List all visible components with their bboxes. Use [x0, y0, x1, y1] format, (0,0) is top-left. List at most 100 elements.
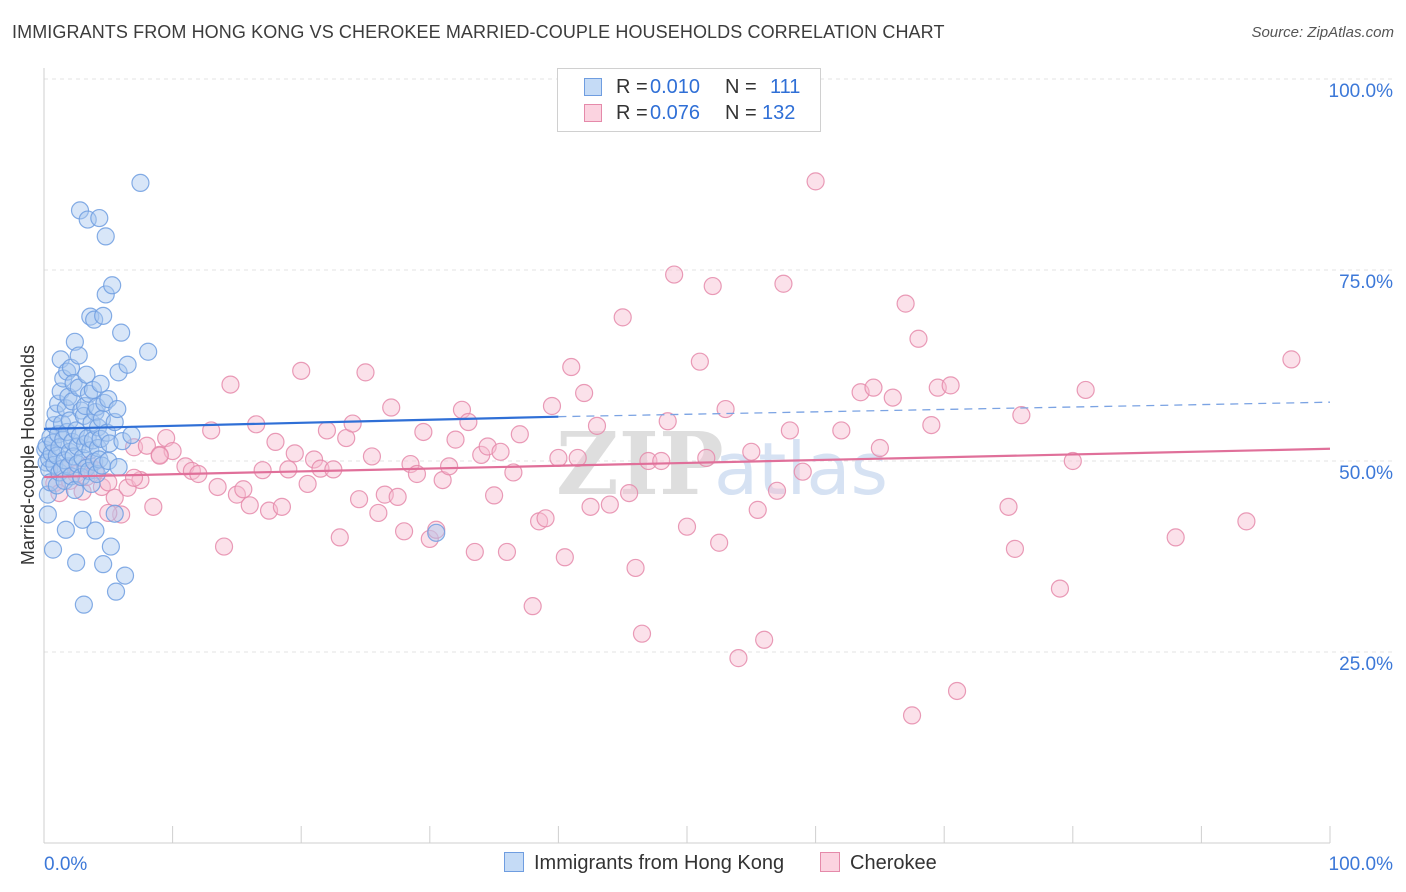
data-point — [105, 488, 124, 507]
data-point — [748, 500, 767, 519]
data-point — [690, 352, 709, 371]
data-point — [1012, 406, 1031, 425]
data-point — [999, 497, 1018, 516]
data-point — [941, 376, 960, 395]
data-point — [101, 537, 120, 556]
pink-swatch-icon — [820, 852, 840, 872]
data-point — [542, 396, 562, 416]
data-point — [103, 276, 122, 295]
legend-row-cherokee: R = 0.076 N = 132 — [558, 101, 820, 127]
data-point — [465, 542, 484, 562]
y-tick-label: 100.0% — [1329, 81, 1394, 102]
data-point — [349, 490, 369, 509]
data-point — [632, 624, 652, 643]
data-point — [131, 173, 150, 193]
trendline-hong-kong-extension — [558, 401, 1331, 418]
data-point — [272, 497, 292, 516]
data-point — [947, 681, 967, 701]
data-point — [65, 332, 84, 351]
data-point — [922, 415, 941, 435]
data-point — [324, 460, 343, 479]
data-point — [106, 582, 126, 601]
data-point — [99, 451, 118, 471]
data-point — [883, 388, 902, 407]
data-point — [1063, 451, 1082, 471]
r-label: R = — [616, 76, 648, 98]
data-point — [780, 421, 799, 440]
data-point — [1166, 528, 1185, 547]
data-point — [124, 468, 144, 487]
data-point — [317, 421, 337, 440]
data-point — [67, 553, 86, 572]
blue-swatch-icon — [584, 78, 602, 96]
source-label: Source: ZipAtlas.com — [1251, 24, 1394, 41]
data-point — [909, 329, 928, 348]
data-point — [716, 399, 735, 419]
data-point — [742, 442, 761, 461]
data-point — [99, 390, 118, 409]
data-point — [343, 414, 362, 433]
data-point — [697, 448, 716, 468]
data-point — [38, 505, 57, 524]
data-point — [394, 522, 414, 541]
data-point — [311, 459, 330, 478]
data-point — [144, 497, 163, 516]
y-tick-label: 75.0% — [1339, 272, 1393, 293]
y-tick-label: 50.0% — [1339, 463, 1393, 484]
legend-label: Cherokee — [850, 852, 937, 874]
data-point — [1050, 579, 1070, 598]
data-point — [369, 503, 388, 523]
data-point — [78, 210, 97, 229]
data-point — [896, 294, 915, 313]
data-point — [806, 172, 825, 191]
data-point — [439, 457, 459, 476]
data-point — [832, 421, 851, 440]
data-point — [549, 448, 568, 468]
data-point — [96, 227, 115, 246]
data-point — [122, 425, 141, 445]
data-point — [253, 461, 272, 480]
data-point — [43, 540, 63, 559]
y-axis-label: Married-couple Households — [18, 345, 38, 565]
data-point — [755, 630, 774, 649]
data-point — [115, 566, 135, 585]
data-point — [137, 436, 156, 455]
data-point — [485, 486, 504, 505]
data-point — [504, 463, 523, 482]
data-point — [568, 448, 587, 468]
data-point — [575, 383, 594, 403]
data-point — [388, 487, 407, 507]
data-point — [85, 310, 104, 329]
data-point — [109, 458, 128, 477]
data-point — [620, 483, 639, 503]
legend-label: Immigrants from Hong Kong — [534, 852, 785, 874]
data-point — [362, 447, 382, 466]
data-point — [74, 595, 93, 614]
data-point — [69, 346, 88, 365]
n-label: N = — [725, 102, 757, 124]
legend-row-hong-kong: R = 0.010 N = 111 — [558, 75, 820, 101]
data-point — [497, 542, 517, 562]
data-point — [94, 306, 113, 325]
data-point — [139, 342, 158, 361]
trendline-cherokee — [43, 447, 1331, 479]
data-point — [279, 460, 298, 479]
data-point — [304, 450, 324, 469]
data-point — [99, 503, 118, 523]
data-point — [91, 374, 110, 393]
data-point — [510, 425, 529, 444]
data-point — [285, 444, 304, 463]
data-point — [536, 509, 555, 528]
data-point — [793, 462, 812, 481]
correlation-legend: R = 0.010 N = 111 R = 0.076 N = 132 — [557, 68, 821, 132]
bottom-legend-cherokee: Cherokee — [820, 852, 937, 875]
data-point — [600, 495, 619, 514]
data-point — [613, 308, 632, 327]
data-point — [1237, 512, 1256, 531]
x-tick-label: 100.0% — [1329, 854, 1394, 875]
data-point — [70, 201, 90, 220]
data-point — [382, 398, 401, 417]
data-point — [1005, 539, 1025, 558]
data-point — [330, 528, 349, 547]
